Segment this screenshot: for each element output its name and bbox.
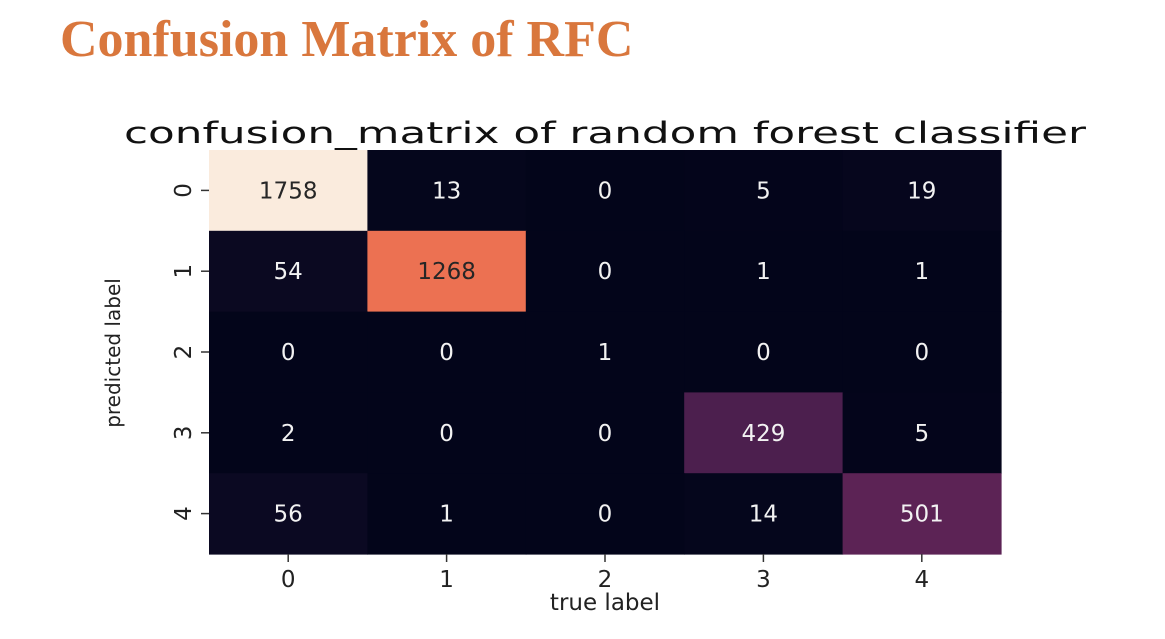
chart-title: confusion_matrix of random forest classi… [124, 116, 1086, 150]
x-tick-label-2: 2 [598, 567, 613, 593]
heatmap-cell-r3-c4 [842, 392, 1002, 474]
heatmap-cell-r2-c0 [209, 311, 368, 393]
heatmap-cell-r0-c4 [842, 150, 1002, 232]
heatmap-cell-r1-c3 [684, 230, 844, 313]
cell-value-r4-c3: 14 [749, 502, 778, 528]
heatmap-cell-r1-c1 [367, 230, 527, 313]
cell-value-r2-c2: 1 [598, 340, 613, 366]
heatmap-cells: 1758 13 0 5 19 54 1268 0 1 1 0 0 1 0 0 2 0 0 429 5 56 1 0 14 501 [209, 150, 1002, 555]
cell-value-r0-c2: 0 [598, 178, 613, 204]
heatmap-cell-r0-c2 [525, 150, 685, 232]
y-tick-label-1: 1 [171, 264, 197, 279]
heatmap-cell-r3-c3 [684, 392, 844, 474]
cell-value-r2-c3: 0 [756, 340, 771, 366]
heatmap-cell-r4-c3 [684, 473, 844, 555]
cell-value-r4-c2: 0 [598, 502, 613, 528]
cell-value-r1-c3: 1 [756, 259, 771, 285]
cell-value-r3-c2: 0 [598, 421, 613, 447]
heatmap-cell-r2-c2 [525, 311, 685, 393]
cell-value-r3-c1: 0 [439, 421, 454, 447]
heatmap-cell-r1-c4 [842, 230, 1002, 313]
cell-value-r0-c4: 19 [907, 178, 936, 204]
cell-value-r0-c3: 5 [756, 178, 771, 204]
cell-value-r2-c0: 0 [281, 340, 296, 366]
x-tick-label-0: 0 [281, 567, 296, 593]
slide-title: Confusion Matrix of RFC [60, 11, 634, 68]
heatmap-cell-r2-c1 [367, 311, 527, 393]
cell-value-r1-c4: 1 [914, 259, 929, 285]
heatmap-cell-r1-c0 [209, 230, 368, 313]
cell-value-r4-c1: 1 [439, 502, 454, 528]
cell-value-r1-c2: 0 [598, 259, 613, 285]
axis-ticks: 0 1 2 3 4 0 1 2 3 4 [171, 183, 929, 593]
cell-value-r1-c1: 1268 [417, 259, 476, 285]
cell-value-r4-c4: 501 [900, 502, 944, 528]
cell-value-r2-c1: 0 [439, 340, 454, 366]
y-tick-label-2: 2 [171, 345, 197, 360]
heatmap-cell-r4-c0 [209, 473, 368, 555]
y-axis-label: predicted label [101, 278, 125, 428]
cell-value-r2-c4: 0 [914, 340, 929, 366]
y-tick-label-4: 4 [171, 506, 197, 521]
x-tick-label-3: 3 [756, 567, 771, 593]
heatmap-cell-r0-c0 [209, 150, 368, 232]
heatmap-cell-r3-c0 [209, 392, 368, 474]
heatmap-cell-r2-c4 [842, 311, 1002, 393]
x-tick-label-4: 4 [914, 567, 929, 593]
cell-value-r3-c3: 429 [741, 421, 785, 447]
cell-value-r4-c0: 56 [274, 502, 303, 528]
heatmap-cell-r4-c4 [842, 473, 1002, 555]
heatmap-cell-r3-c1 [367, 392, 527, 474]
cell-value-r0-c0: 1758 [259, 178, 318, 204]
heatmap-cell-r1-c2 [525, 230, 685, 313]
heatmap-cell-r4-c2 [525, 473, 685, 555]
cell-value-r0-c1: 13 [432, 178, 461, 204]
heatmap-cell-r0-c1 [367, 150, 527, 232]
cell-value-r1-c0: 54 [274, 259, 303, 285]
y-tick-label-0: 0 [171, 183, 197, 198]
y-tick-label-3: 3 [171, 425, 197, 440]
cell-value-r3-c0: 2 [281, 421, 296, 447]
heatmap-cell-r4-c1 [367, 473, 527, 555]
cell-value-r3-c4: 5 [914, 421, 929, 447]
x-axis-label: true label [550, 590, 660, 616]
heatmap-cell-r3-c2 [525, 392, 685, 474]
x-tick-label-1: 1 [439, 567, 454, 593]
heatmap-cell-r2-c3 [684, 311, 844, 393]
heatmap-cell-r0-c3 [684, 150, 844, 232]
